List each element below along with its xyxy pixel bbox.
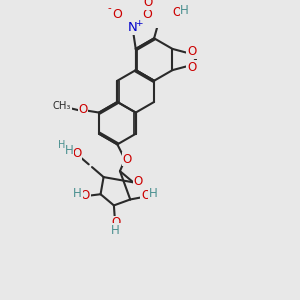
Text: O: O (72, 147, 82, 160)
Text: H: H (111, 224, 120, 237)
Text: -: - (107, 3, 111, 14)
Text: H: H (149, 187, 158, 200)
Text: O: O (122, 153, 132, 166)
Text: O: O (81, 189, 90, 202)
Text: O: O (142, 8, 152, 21)
Text: O: O (133, 175, 142, 188)
Text: H: H (64, 144, 73, 157)
Text: H: H (58, 140, 66, 150)
Text: O: O (141, 189, 150, 202)
Text: O: O (144, 0, 153, 9)
Text: O: O (187, 45, 196, 58)
Text: O: O (79, 103, 88, 116)
Text: O: O (172, 6, 182, 19)
Text: +: + (135, 19, 142, 28)
Text: O: O (187, 61, 196, 74)
Text: H: H (73, 187, 82, 200)
Text: O: O (111, 216, 120, 230)
Text: H: H (180, 4, 189, 16)
Text: CH₃: CH₃ (53, 100, 71, 110)
Text: N: N (128, 21, 138, 34)
Text: O: O (112, 8, 122, 21)
